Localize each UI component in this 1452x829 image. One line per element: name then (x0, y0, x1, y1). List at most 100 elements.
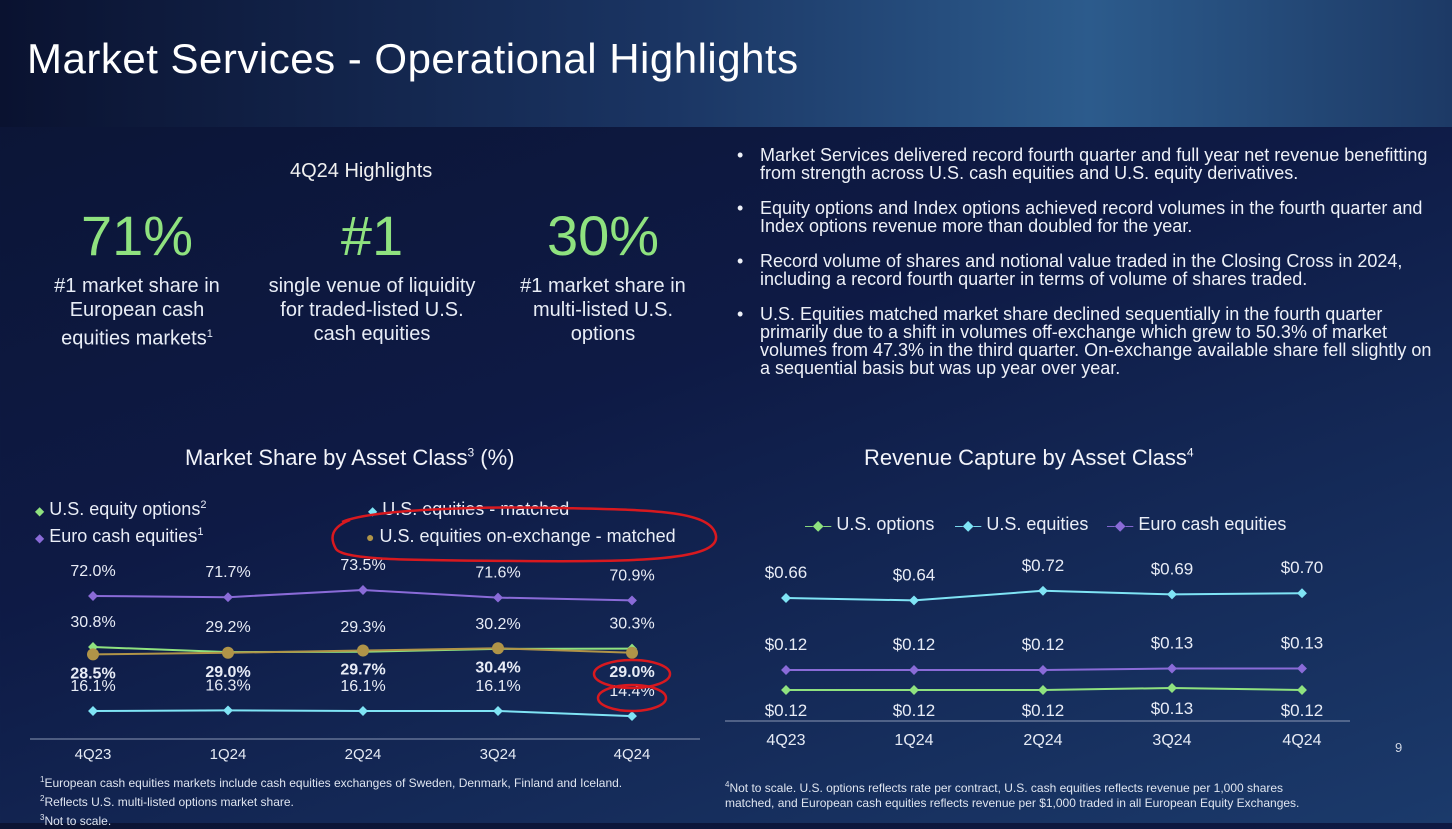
diamond-icon: ◆ (368, 504, 378, 518)
data-label: $0.12 (893, 701, 936, 720)
bullet-item: U.S. Equities matched market share decli… (735, 305, 1440, 377)
stat-value: 71% (80, 204, 194, 267)
stat-value: 30% (546, 204, 660, 267)
data-point (358, 706, 368, 716)
data-point (1297, 663, 1307, 674)
highlights-heading: 4Q24 Highlights (290, 160, 433, 182)
data-point (1297, 685, 1307, 695)
x-tick-label: 4Q23 (766, 732, 805, 749)
legend-us-equity-options: ◆ U.S. equity options2 (35, 499, 207, 519)
diamond-icon: ◆ (35, 504, 45, 518)
stat-european-share: 71% #1 market share in European cash equ… (17, 208, 257, 351)
data-point (909, 665, 919, 675)
data-point (223, 592, 233, 603)
data-point (781, 685, 791, 695)
x-tick-label: 4Q24 (614, 746, 651, 763)
data-point (87, 648, 99, 661)
data-label: $0.12 (1281, 701, 1324, 720)
data-point (1038, 685, 1048, 695)
data-point (627, 595, 637, 606)
data-label: 30.4% (475, 659, 520, 676)
data-label: $0.70 (1281, 558, 1324, 577)
legend-us-equities: –◆– U.S. equities (955, 514, 1089, 534)
page-number: 9 (1395, 740, 1403, 755)
data-point (223, 705, 233, 716)
x-tick-label: 2Q24 (1023, 732, 1062, 749)
data-label: 30.2% (475, 616, 520, 633)
data-point (1167, 683, 1177, 693)
data-point (88, 591, 98, 601)
data-label: $0.13 (1281, 634, 1324, 653)
data-label: 16.3% (205, 677, 250, 694)
data-label: $0.69 (1151, 559, 1194, 578)
data-point (1167, 663, 1177, 674)
circle-icon: ● (366, 529, 375, 545)
data-label: 16.1% (475, 678, 520, 695)
market-share-chart: 4Q23 1Q24 2Q24 3Q24 4Q24 72.0% 71.7% 73.5% 71.6%… (30, 557, 700, 763)
data-label: $0.13 (1151, 699, 1194, 718)
bullet-item: Record volume of shares and notional val… (735, 252, 1440, 288)
stat-description: #1 market share in European cash equitie… (54, 275, 220, 350)
page-title: Market Services - Operational Highlights (27, 35, 799, 82)
highlights-bullet-list: Market Services delivered record fourth … (735, 146, 1440, 394)
x-tick-label: 1Q24 (894, 732, 933, 749)
market-share-chart-title: Market Share by Asset Class3 (%) (185, 445, 515, 470)
data-label: 29.2% (205, 619, 250, 636)
data-label: $0.12 (1022, 635, 1065, 654)
legend-us-options: –◆– U.S. options (805, 514, 935, 534)
data-label: 30.3% (609, 616, 654, 633)
data-label: $0.13 (1151, 634, 1194, 653)
data-label: $0.64 (893, 565, 936, 584)
x-tick-label: 4Q23 (75, 746, 112, 763)
bullet-item: Market Services delivered record fourth … (735, 146, 1440, 182)
data-point (909, 595, 919, 606)
data-point (492, 642, 504, 655)
x-tick-label: 3Q24 (1152, 732, 1191, 749)
legend-us-equities-matched: ◆ U.S. equities - matched (368, 499, 570, 519)
footnotes-left: 1European cash equities markets include … (40, 775, 623, 828)
data-label: 16.1% (70, 678, 115, 695)
data-label: 72.0% (70, 563, 115, 580)
data-point (626, 646, 638, 659)
data-label: 71.7% (205, 564, 250, 581)
stat-description: #1 market share in multi-listed U.S. opt… (520, 275, 686, 345)
data-point (1167, 589, 1177, 600)
stat-value: #1 (340, 204, 404, 267)
data-label: $0.66 (765, 563, 808, 582)
data-label: 29.0% (609, 664, 654, 681)
data-label: 30.8% (70, 614, 115, 631)
data-point (781, 665, 791, 675)
stat-description: single venue of liquidity for traded-lis… (268, 275, 476, 345)
data-point (358, 585, 368, 595)
data-label: 29.3% (340, 619, 385, 636)
x-tick-label: 4Q24 (1282, 732, 1321, 749)
data-point (222, 646, 234, 659)
stat-options-share: 30% #1 market share in multi-listed U.S.… (483, 208, 723, 346)
data-label: $0.12 (1022, 701, 1065, 720)
line-diamond-icon: –◆– (955, 517, 982, 533)
bullet-item: Equity options and Index options achieve… (735, 199, 1440, 235)
revenue-capture-chart-title: Revenue Capture by Asset Class4 (864, 445, 1194, 470)
data-point (1297, 588, 1307, 599)
x-tick-label: 1Q24 (210, 746, 247, 763)
line-diamond-icon: –◆– (1107, 517, 1134, 533)
data-label: 28.5% (70, 665, 115, 682)
header-band (0, 0, 1452, 127)
data-point (1038, 585, 1048, 596)
data-point (357, 644, 369, 657)
legend-euro-cash: –◆– Euro cash equities (1107, 514, 1287, 534)
data-point (781, 593, 791, 603)
stat-single-venue: #1 single venue of liquidity for traded-… (252, 208, 492, 346)
x-tick-label: 2Q24 (345, 746, 382, 763)
data-point (88, 706, 98, 716)
data-label: 71.6% (475, 565, 520, 582)
data-label: $0.12 (765, 701, 808, 720)
data-label: 73.5% (340, 557, 385, 574)
data-point (1038, 665, 1048, 675)
data-label: $0.12 (893, 635, 936, 654)
x-tick-label: 3Q24 (480, 746, 517, 763)
data-label: $0.12 (765, 635, 808, 654)
data-point (493, 592, 503, 603)
data-label: 14.4% (609, 683, 654, 700)
data-label: 29.0% (205, 664, 250, 681)
